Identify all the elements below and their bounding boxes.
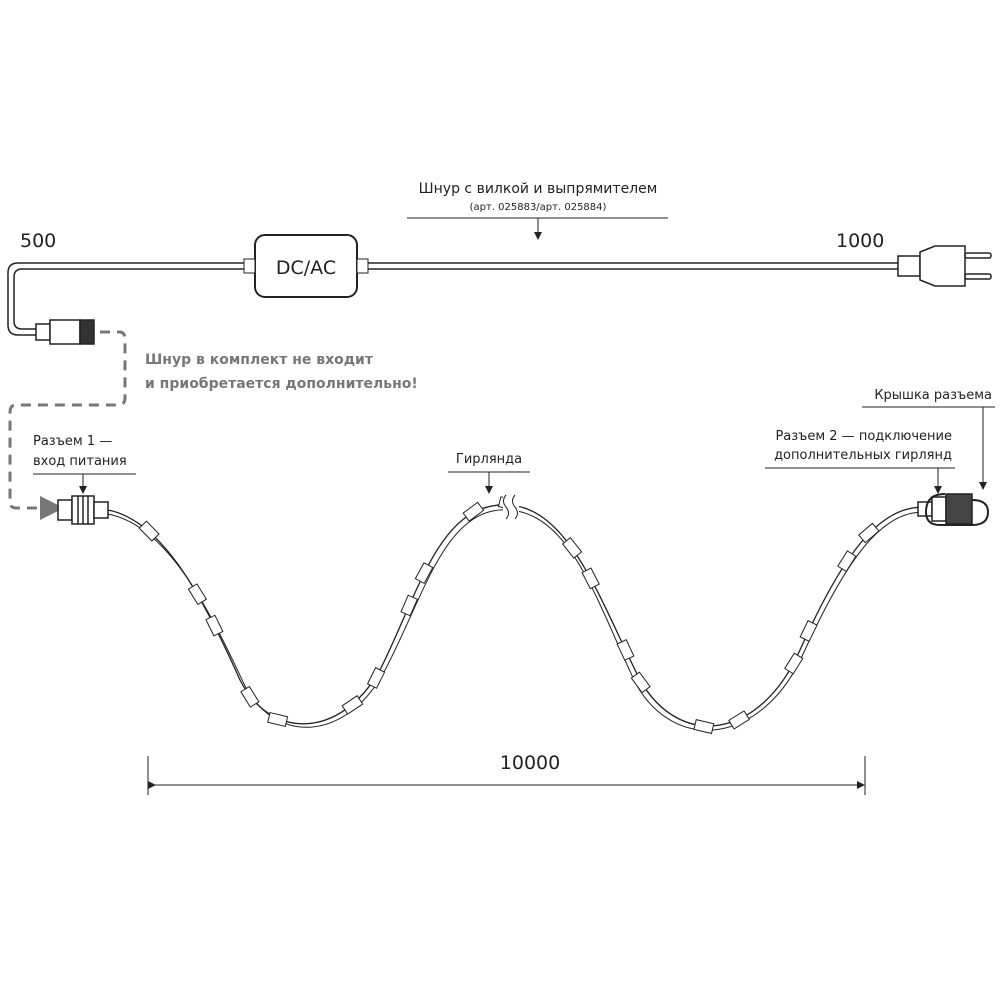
bulb-icon — [799, 620, 818, 642]
connector1-label-1: Разъем 1 — — [33, 434, 112, 449]
connector2-icon — [917, 493, 990, 526]
bulb-icon — [581, 567, 600, 590]
note-line-1: Шнур в комплект не входит — [145, 352, 374, 368]
connector2-label-1: Разъем 2 — подключение — [775, 429, 952, 444]
cord-article: (арт. 025883/арт. 025884) — [470, 202, 607, 213]
note-line-2: и приобретается дополнительно! — [145, 376, 418, 392]
garland-length: 10000 — [500, 752, 560, 774]
bulb-icon — [728, 710, 751, 730]
power-cord — [7, 262, 900, 336]
bulb-icon — [858, 522, 880, 544]
bulb-icon — [267, 711, 289, 728]
bulb-icon — [616, 639, 635, 661]
bulb-icon — [837, 550, 857, 573]
bulb-icon — [138, 520, 160, 542]
break-mark — [503, 495, 519, 519]
cap-icon — [924, 493, 990, 526]
bulb-icon — [784, 652, 804, 675]
break-icon — [503, 494, 518, 520]
bulb-icon — [561, 537, 583, 559]
cord-title: Шнур с вилкой и выпрямителем — [419, 181, 658, 197]
dc-ac-label: DC/AC — [276, 257, 336, 279]
connector1-label-2: вход питания — [33, 454, 127, 469]
cord-length-left: 500 — [20, 230, 56, 252]
bulb-icon — [414, 562, 434, 585]
garland-wire — [107, 504, 931, 727]
dc-ac-box: DC/AC — [243, 234, 369, 298]
bulb-icon — [187, 583, 208, 606]
bulb-icon — [205, 614, 224, 637]
dashed-connection-line — [8, 330, 127, 520]
connector1-icon — [57, 495, 109, 525]
bulb-icon — [630, 671, 651, 694]
length-dimension — [147, 756, 866, 795]
bulb-icon — [693, 719, 715, 735]
plug-icon — [897, 245, 992, 287]
cap-label: Крышка разъема — [874, 388, 992, 403]
bulb-icon — [400, 594, 419, 617]
bulb-icon — [462, 501, 485, 522]
garland-label: Гирлянда — [456, 452, 522, 467]
cord-length-right: 1000 — [836, 230, 884, 252]
garland-wire-2 — [107, 509, 931, 731]
bulb-icon — [341, 695, 364, 715]
bulb-icon — [366, 667, 386, 689]
cord-connector-icon — [35, 319, 95, 345]
connector2-label-2: дополнительных гирлянд — [774, 448, 952, 463]
bulb-icon — [240, 685, 260, 708]
